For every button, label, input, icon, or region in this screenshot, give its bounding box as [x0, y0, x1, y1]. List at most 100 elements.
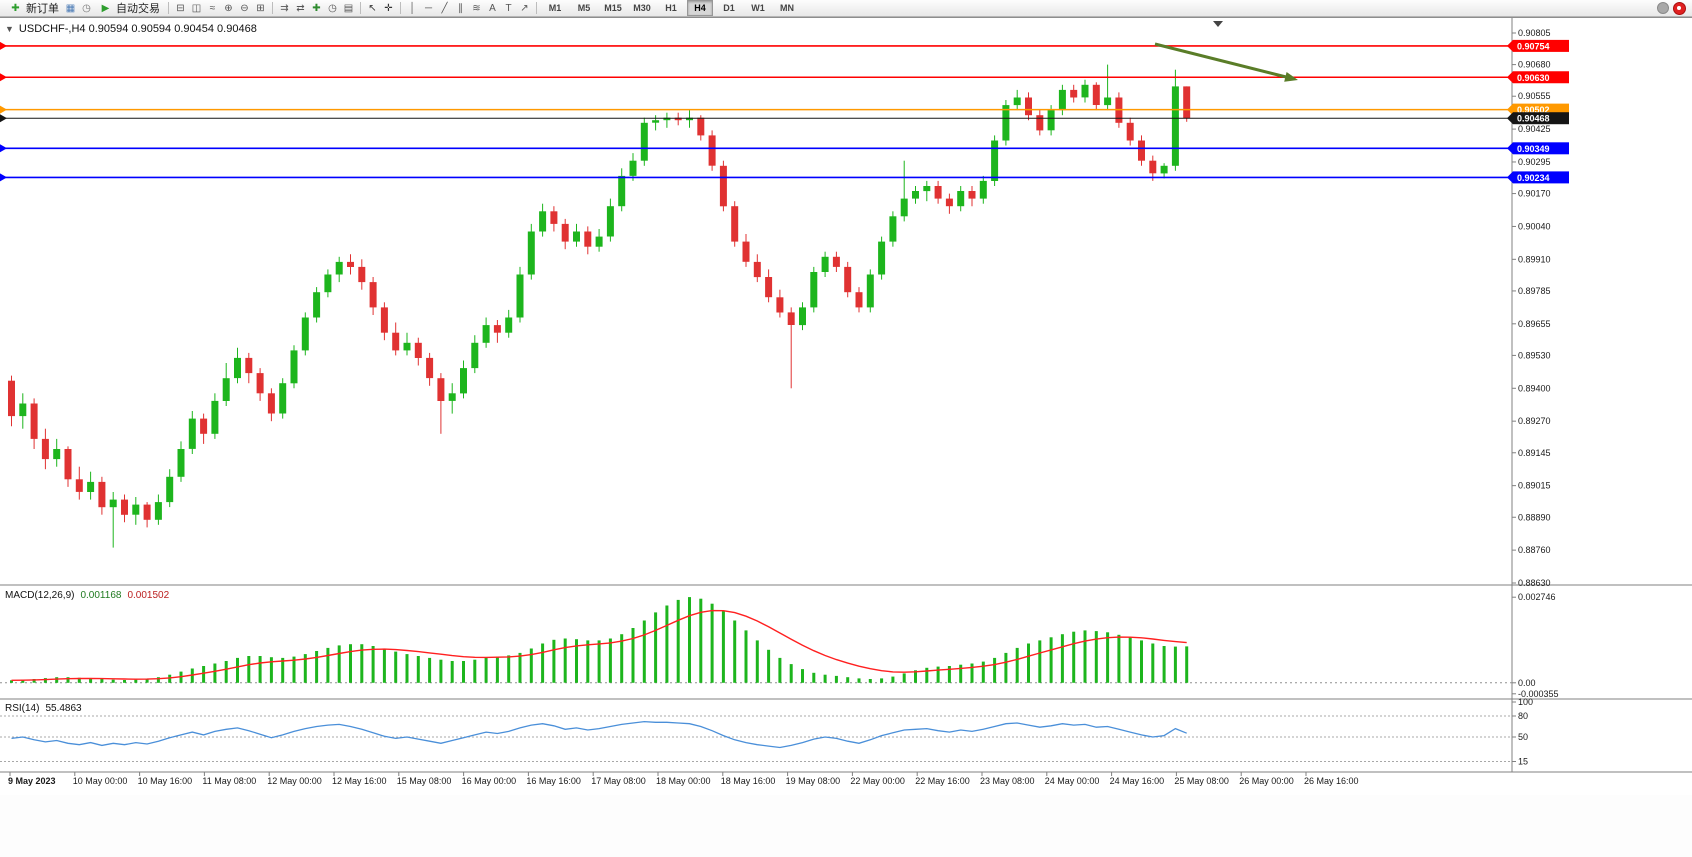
- macd-histogram-bar: [269, 657, 273, 683]
- trendline-icon[interactable]: ╱: [441, 2, 448, 14]
- auto-trading-button[interactable]: ▶ 自动交易: [94, 1, 164, 16]
- chart-canvas[interactable]: 0.90805 0.90680 0.90555 0.90425 0.90295 0.901…: [0, 18, 1692, 794]
- candle-body: [121, 499, 128, 515]
- timeframe-group: M1 M5 M15 M30 H1 H4 D1 W1 MN: [541, 0, 801, 16]
- chart-shift-marker[interactable]: [1213, 21, 1223, 27]
- macd-histogram-bar: [326, 647, 330, 683]
- cursor-icon[interactable]: ↖: [368, 2, 377, 14]
- macd-histogram-bar: [247, 656, 251, 683]
- candle-body: [369, 282, 377, 308]
- candle-body: [889, 216, 897, 242]
- timeframe-h4-button[interactable]: H4: [687, 0, 713, 16]
- macd-histogram-bar: [337, 645, 341, 683]
- rsi-axis-label: 80: [1518, 711, 1528, 721]
- trend-arrow-head[interactable]: [1284, 72, 1298, 82]
- timeframe-m15-button[interactable]: M15: [604, 3, 622, 13]
- candle-body: [776, 297, 784, 313]
- macd-histogram-bar: [563, 638, 567, 683]
- new-order-button[interactable]: ✚ 新订单: [4, 1, 63, 16]
- hline-left-marker: [0, 114, 7, 123]
- rsi-axis-label: 50: [1518, 732, 1528, 742]
- macd-histogram-bar: [529, 648, 533, 683]
- zoom-in-icon[interactable]: ⊕: [224, 2, 233, 14]
- price-flag-pointer: [1507, 171, 1513, 184]
- alert-icon[interactable]: [1673, 1, 1686, 15]
- candle-body: [1013, 97, 1021, 106]
- macd-histogram-bar: [1185, 646, 1189, 683]
- candle-body: [448, 393, 456, 401]
- candle-body: [855, 292, 863, 308]
- one-click-trading-toggle[interactable]: ▼: [5, 24, 14, 34]
- candle-body: [1183, 86, 1191, 119]
- trend-arrow-line[interactable]: [1154, 42, 1291, 80]
- candle-body: [290, 350, 298, 384]
- candle-body: [595, 236, 603, 247]
- candle-body: [19, 403, 27, 417]
- fibonacci-icon[interactable]: ≋: [472, 2, 481, 14]
- hline-left-marker: [0, 173, 7, 182]
- vertical-line-icon[interactable]: │: [409, 2, 416, 14]
- indicators-icon[interactable]: ✚: [312, 2, 321, 14]
- candle-body: [1070, 89, 1078, 98]
- candle-body: [1081, 84, 1089, 98]
- candle-body: [1171, 86, 1179, 166]
- macd-histogram-bar: [349, 644, 352, 683]
- connection-status-icon[interactable]: [1657, 2, 1669, 14]
- candlestick-chart-icon[interactable]: ◫: [191, 2, 202, 14]
- horizontal-line-icon[interactable]: ─: [424, 2, 433, 14]
- line-chart-icon[interactable]: ≈: [209, 2, 216, 14]
- text-label-icon[interactable]: T: [505, 2, 512, 14]
- time-axis-label: 9 May 2023: [8, 776, 56, 786]
- tile-windows-icon[interactable]: ⊞: [256, 2, 265, 14]
- candle-body: [234, 357, 241, 379]
- timeframe-m1-button[interactable]: M1: [548, 3, 562, 13]
- chart-shift-icon[interactable]: ⇄: [296, 2, 305, 14]
- text-icon[interactable]: A: [489, 2, 496, 14]
- timeframe-d1-button[interactable]: D1: [723, 3, 735, 13]
- macd-histogram-bar: [1173, 646, 1177, 683]
- expert-advisors-icon[interactable]: ◷: [82, 2, 91, 14]
- candle-body: [663, 117, 671, 121]
- timeframe-w1-button[interactable]: W1: [751, 3, 765, 13]
- equidistant-channel-icon[interactable]: ∥: [458, 2, 463, 14]
- macd-histogram-bar: [552, 639, 556, 683]
- macd-histogram-bar: [801, 669, 804, 683]
- profile-icon[interactable]: ▦: [65, 2, 76, 14]
- time-axis-label: 24 May 16:00: [1110, 776, 1165, 786]
- candle-body: [674, 117, 682, 121]
- timeframe-mn-button[interactable]: MN: [780, 3, 794, 13]
- timeframe-m5-button[interactable]: M5: [577, 3, 591, 13]
- zoom-out-icon[interactable]: ⊖: [240, 2, 249, 14]
- macd-histogram-bar: [292, 656, 296, 683]
- candle-body: [211, 400, 219, 434]
- toolbar-separator: [536, 2, 537, 14]
- new-order-label: 新订单: [26, 3, 59, 15]
- toolbar-group-general: ▦ ◷: [63, 1, 94, 16]
- templates-icon[interactable]: ▤: [343, 2, 354, 14]
- macd-histogram-bar: [642, 620, 646, 683]
- timeframe-h1-button[interactable]: H1: [665, 3, 677, 13]
- candle-body: [686, 117, 693, 121]
- price-tick-label: 0.89655: [1518, 319, 1551, 329]
- price-tick-label: 0.90680: [1518, 60, 1551, 70]
- candle-body: [573, 231, 580, 242]
- time-axis-label: 15 May 08:00: [397, 776, 452, 786]
- arrows-icon[interactable]: ↗: [520, 2, 529, 14]
- candle-body: [222, 378, 230, 401]
- macd-histogram-bar: [846, 677, 850, 683]
- macd-histogram-bar: [10, 680, 13, 683]
- macd-histogram-bar: [744, 630, 748, 683]
- macd-histogram-bar: [156, 677, 160, 683]
- bar-chart-icon[interactable]: ⊟: [176, 2, 185, 14]
- periods-icon[interactable]: ◷: [328, 2, 337, 14]
- macd-histogram-bar: [1004, 652, 1008, 683]
- macd-histogram-bar: [993, 657, 997, 683]
- auto-scroll-icon[interactable]: ⇉: [280, 2, 289, 14]
- crosshair-icon[interactable]: ✛: [384, 2, 393, 14]
- time-axis-label: 10 May 16:00: [138, 776, 193, 786]
- candle-body: [279, 383, 287, 414]
- candle-body: [1058, 89, 1066, 111]
- toolbar-separator: [360, 2, 361, 14]
- toolbar-group-cursor: ↖ ✛: [365, 1, 396, 16]
- timeframe-m30-button[interactable]: M30: [633, 3, 651, 13]
